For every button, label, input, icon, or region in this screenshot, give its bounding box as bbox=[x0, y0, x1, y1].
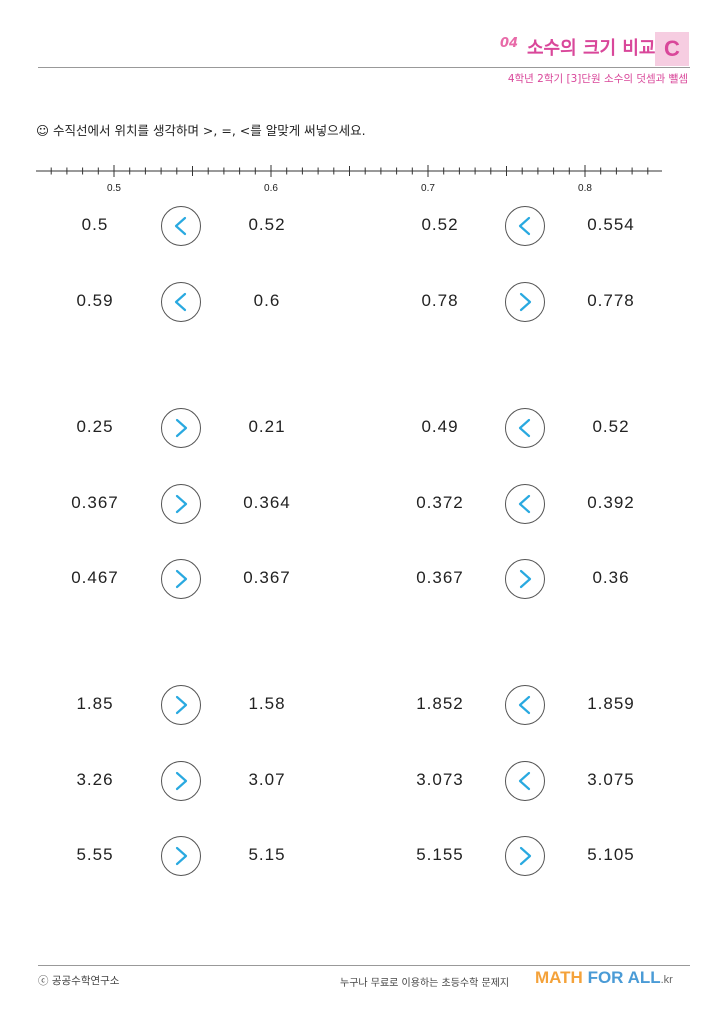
comparison-left-number: 0.367 bbox=[71, 492, 119, 512]
worksheet-subtitle: 4학년 2학기 [3]단원 소수의 덧셈과 뺄셈 bbox=[507, 73, 688, 85]
comparison-right-number: 0.367 bbox=[243, 568, 291, 587]
comparison-left-number: 5.155 bbox=[416, 845, 464, 864]
answer-circle[interactable] bbox=[505, 483, 545, 524]
worksheet-title: 소수의 크기 비교 bbox=[527, 38, 656, 59]
comparison-left-number: 0.372 bbox=[416, 492, 464, 512]
answer-circle[interactable] bbox=[505, 836, 545, 876]
comparison-left-number: 0.78 bbox=[421, 290, 459, 310]
comparison-right-number: 1.859 bbox=[587, 694, 635, 713]
worksheet-number: 04 bbox=[500, 36, 519, 51]
answer-circle[interactable] bbox=[161, 685, 201, 725]
comparison-right-number: 3.075 bbox=[587, 769, 635, 789]
level-badge: C bbox=[655, 32, 689, 66]
greater-than-sign bbox=[175, 494, 188, 513]
answer-circle[interactable] bbox=[161, 483, 201, 524]
comparison-right-number: 0.36 bbox=[592, 568, 630, 587]
comparison-left-number: 3.073 bbox=[416, 769, 464, 789]
comparison-right-number: 0.52 bbox=[592, 417, 630, 436]
answer-circle[interactable] bbox=[161, 206, 201, 246]
comparison-left-number: 1.852 bbox=[416, 694, 464, 713]
less-than-sign bbox=[174, 292, 187, 311]
logo-for: FOR bbox=[587, 968, 624, 987]
comparison-right-number: 5.15 bbox=[248, 845, 286, 864]
answer-circle[interactable] bbox=[505, 206, 545, 246]
comparison-left-number: 0.367 bbox=[416, 568, 464, 587]
greater-than-sign bbox=[175, 846, 188, 866]
greater-than-sign bbox=[175, 418, 188, 438]
answer-circle[interactable] bbox=[161, 836, 201, 876]
comparison-right-number: 1.58 bbox=[248, 694, 286, 713]
comparison-right-number: 0.392 bbox=[587, 492, 635, 512]
number-line-label: 0.5 bbox=[107, 183, 121, 194]
comparison-right-number: 0.6 bbox=[253, 290, 281, 310]
comparison-right-number: 0.364 bbox=[243, 492, 291, 512]
comparison-left-number: 0.467 bbox=[71, 568, 119, 587]
answer-circle[interactable] bbox=[505, 685, 545, 725]
answer-circle[interactable] bbox=[161, 408, 201, 448]
greater-than-sign bbox=[519, 846, 532, 866]
comparison-left-number: 0.49 bbox=[421, 417, 459, 436]
number-line-label: 0.8 bbox=[578, 183, 592, 194]
comparison-right-number: 5.105 bbox=[587, 845, 635, 864]
comparison-left-number: 1.85 bbox=[76, 694, 114, 713]
copyright-text: ⓒ 공공수학연구소 bbox=[38, 975, 120, 987]
logo-math: MATH bbox=[535, 968, 583, 987]
less-than-sign bbox=[518, 771, 531, 790]
less-than-sign bbox=[518, 418, 531, 438]
header-divider bbox=[38, 67, 690, 68]
greater-than-sign bbox=[175, 569, 188, 589]
footer-tagline: 누구나 무료로 이용하는 초등수학 문제지 bbox=[340, 978, 510, 989]
less-than-sign bbox=[518, 216, 531, 236]
comparison-left-number: 0.59 bbox=[76, 290, 114, 310]
mathforall-logo: MATH FOR ALL.kr bbox=[535, 968, 673, 988]
greater-than-sign bbox=[175, 771, 188, 790]
greater-than-sign bbox=[519, 292, 532, 311]
answer-circle[interactable] bbox=[161, 760, 201, 801]
number-line-label: 0.6 bbox=[264, 183, 278, 194]
answer-circle[interactable] bbox=[505, 760, 545, 801]
less-than-sign bbox=[518, 494, 531, 513]
greater-than-sign bbox=[175, 695, 188, 715]
answer-circle[interactable] bbox=[161, 281, 201, 322]
comparison-left-number: 0.52 bbox=[421, 215, 459, 234]
comparison-right-number: 0.21 bbox=[248, 417, 286, 436]
number-line: 0.5 0.6 0.7 0.8 bbox=[36, 165, 662, 194]
answer-circle[interactable] bbox=[161, 559, 201, 599]
less-than-sign bbox=[174, 216, 187, 236]
instruction-text: ☺ 수직선에서 위치를 생각하며 >, =, <를 알맞게 써넣으세요. bbox=[36, 123, 366, 138]
comparison-right-number: 0.778 bbox=[587, 290, 635, 310]
greater-than-sign bbox=[519, 569, 532, 589]
comparison-right-number: 0.554 bbox=[587, 215, 635, 234]
answer-circle[interactable] bbox=[505, 281, 545, 322]
logo-kr: .kr bbox=[660, 974, 673, 986]
answer-circle[interactable] bbox=[505, 408, 545, 448]
comparison-left-number: 0.5 bbox=[81, 215, 109, 234]
number-line-label: 0.7 bbox=[421, 183, 435, 194]
footer-divider bbox=[38, 965, 690, 966]
comparison-right-number: 0.52 bbox=[248, 215, 286, 234]
comparison-right-number: 3.07 bbox=[248, 769, 286, 789]
comparison-left-number: 5.55 bbox=[76, 845, 114, 864]
logo-all: ALL bbox=[627, 968, 661, 987]
answer-circle[interactable] bbox=[505, 559, 545, 599]
comparison-left-number: 3.26 bbox=[76, 769, 114, 789]
less-than-sign bbox=[518, 695, 531, 715]
comparison-left-number: 0.25 bbox=[76, 417, 114, 436]
